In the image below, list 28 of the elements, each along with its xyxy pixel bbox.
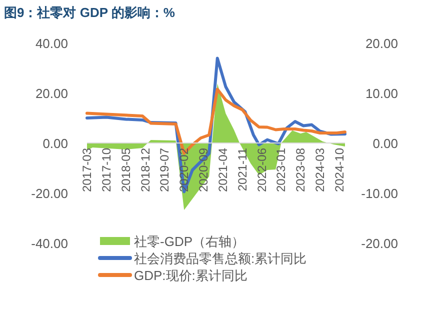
legend-label: GDP:现价:累计同比 [134, 268, 248, 283]
y2-tick-label: -10.00 [361, 186, 398, 201]
x-tick-label: 2017-03 [80, 148, 94, 192]
x-tick-label: 2018-12 [138, 148, 152, 192]
legend-label: 社会消费品零售总额:累计同比 [134, 251, 307, 266]
x-tick-label: 2018-05 [118, 148, 133, 192]
x-tick-label: 2024-10 [332, 148, 346, 192]
x-tick-label: 2020-02 [177, 148, 192, 192]
x-tick-label: 2023-01 [274, 148, 288, 192]
y-tick-label: 20.00 [35, 86, 68, 101]
x-tick-label: 2019-07 [158, 148, 172, 192]
y-tick-label: -20.00 [31, 186, 68, 201]
x-tick-label: 2021-04 [216, 148, 230, 192]
y-tick-label: -40.00 [31, 236, 68, 251]
x-tick-label: 2024-03 [313, 148, 328, 192]
x-tick-label: 2017-10 [99, 148, 114, 192]
legend-label: 社零-GDP（右轴） [134, 234, 244, 249]
x-tick-label: 2020-09 [196, 148, 211, 192]
y-tick-label: 40.00 [35, 36, 68, 51]
x-tick-label: 2021-11 [235, 148, 250, 192]
x-tick-label: 2022-06 [254, 148, 269, 192]
title: 图9：社零对 GDP 的影响：% [4, 5, 175, 20]
y2-tick-label: -20.00 [361, 236, 398, 251]
x-tick-label: 2023-08 [294, 148, 308, 192]
y2-tick-label: 0.00 [372, 136, 398, 151]
y-tick-label: 0.00 [42, 136, 68, 151]
y2-tick-label: 10.00 [365, 86, 398, 101]
y2-tick-label: 20.00 [365, 36, 398, 51]
